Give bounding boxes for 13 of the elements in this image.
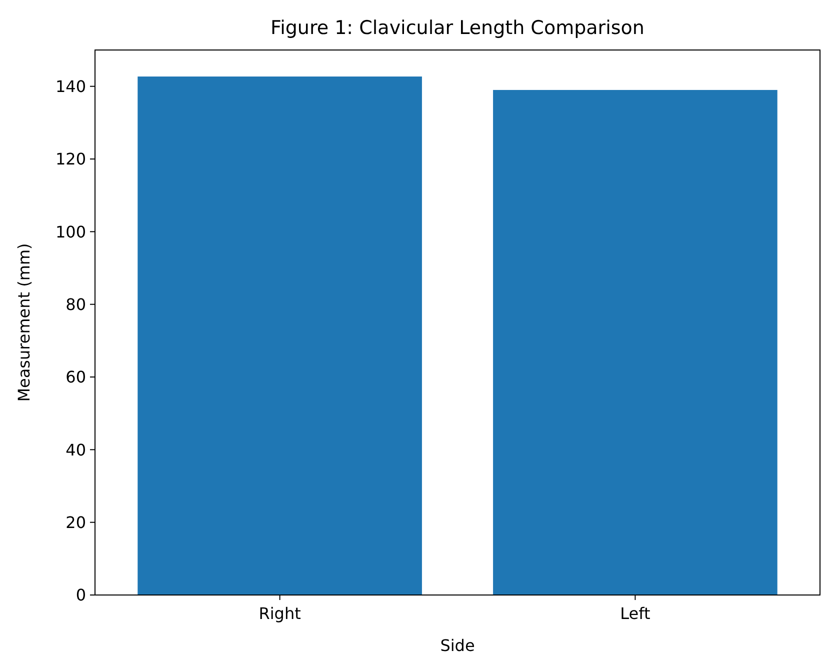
- y-tick-label: 40: [66, 440, 86, 460]
- y-tick-label: 100: [55, 222, 86, 242]
- x-axis-title: Side: [440, 636, 475, 655]
- y-tick-label: 60: [66, 368, 86, 387]
- x-tick-label: Left: [620, 604, 650, 623]
- y-tick-label: 120: [55, 150, 86, 169]
- x-tick-label: Right: [258, 604, 301, 623]
- y-tick-label: 20: [66, 512, 86, 532]
- y-axis-title: Measurement (mm): [14, 243, 34, 402]
- y-tick-label: 80: [66, 294, 86, 314]
- chart-title: Figure 1: Clavicular Length Comparison: [270, 17, 644, 39]
- y-tick-label: 140: [55, 76, 86, 96]
- y-tick-label: 0: [76, 586, 86, 605]
